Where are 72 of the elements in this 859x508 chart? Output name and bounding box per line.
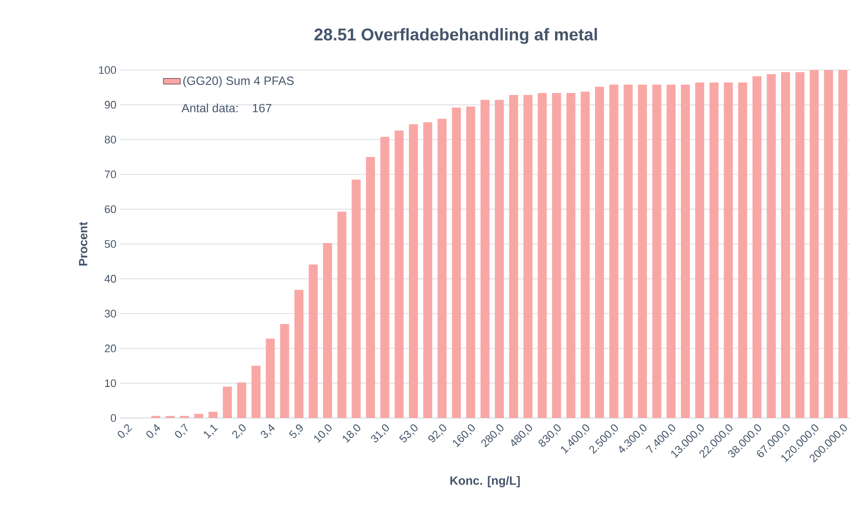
x-tick-label: 92,0 bbox=[428, 424, 446, 442]
y-tick-label: 30 bbox=[104, 310, 116, 318]
bar bbox=[752, 76, 762, 418]
bar bbox=[494, 100, 504, 418]
y-tick-label: 0 bbox=[110, 414, 116, 422]
bar bbox=[480, 100, 490, 418]
bar bbox=[824, 70, 834, 418]
chart-title: 28.51 Overfladebehandling af metal bbox=[314, 28, 597, 44]
x-tick-label: 1,1 bbox=[204, 424, 218, 439]
bar bbox=[208, 412, 218, 418]
x-tick-label: 53,0 bbox=[399, 424, 418, 442]
bar bbox=[466, 106, 476, 418]
bar bbox=[194, 414, 204, 418]
x-axis-title: Konc. [ng/L] bbox=[450, 476, 520, 488]
y-tick-label: 90 bbox=[104, 100, 116, 109]
y-tick-label: 10 bbox=[105, 379, 116, 388]
bar bbox=[352, 180, 361, 418]
annotation: Antal data: 167 bbox=[182, 104, 272, 112]
bar bbox=[638, 84, 647, 418]
y-tick-label: 20 bbox=[104, 344, 116, 352]
bar bbox=[766, 74, 776, 418]
y-tick-label: 50 bbox=[104, 240, 116, 248]
bar bbox=[438, 118, 447, 418]
bar bbox=[652, 84, 662, 418]
bar bbox=[595, 86, 604, 418]
bar bbox=[366, 156, 375, 418]
bar bbox=[552, 92, 562, 418]
x-tick-label: 5,9 bbox=[288, 424, 303, 438]
bar bbox=[795, 72, 804, 418]
bar bbox=[423, 122, 432, 418]
legend-label: (GG20) Sum 4 PFAS bbox=[183, 76, 294, 88]
y-tick-label: 100 bbox=[99, 66, 116, 74]
y-tick-label: 70 bbox=[104, 170, 116, 178]
bar bbox=[323, 242, 332, 418]
x-tick-label: 0,7 bbox=[175, 423, 188, 438]
bar bbox=[738, 82, 748, 418]
bar bbox=[452, 108, 461, 418]
bar bbox=[523, 95, 532, 418]
bar bbox=[580, 92, 590, 418]
bar bbox=[810, 70, 819, 418]
bar bbox=[408, 124, 418, 418]
x-tick-label: 2,0 bbox=[232, 424, 246, 439]
bar bbox=[710, 82, 719, 418]
x-tick-label: 0,2 bbox=[118, 424, 132, 438]
bar bbox=[394, 130, 404, 418]
y-tick-label: 80 bbox=[104, 136, 116, 144]
bar bbox=[280, 324, 290, 418]
bar bbox=[222, 386, 232, 418]
bar bbox=[538, 92, 547, 418]
x-tick-label: 31,0 bbox=[371, 424, 389, 442]
bar bbox=[724, 82, 733, 418]
bar bbox=[624, 84, 633, 418]
bar bbox=[666, 84, 676, 418]
y-tick-label: 60 bbox=[104, 205, 116, 214]
x-tick-label: 0,4 bbox=[146, 424, 160, 438]
bar bbox=[609, 84, 618, 418]
bar bbox=[781, 72, 790, 418]
bar bbox=[294, 290, 304, 418]
bar bbox=[566, 92, 576, 418]
bar bbox=[308, 264, 318, 418]
x-tick-label: 3,4 bbox=[260, 424, 275, 438]
bar bbox=[509, 95, 518, 418]
bar bbox=[838, 70, 848, 418]
bar bbox=[251, 366, 260, 418]
y-tick-label: 40 bbox=[104, 274, 116, 283]
bar bbox=[695, 82, 704, 418]
bar bbox=[237, 382, 246, 418]
bar bbox=[680, 84, 690, 418]
bar bbox=[380, 136, 390, 418]
bar bbox=[266, 338, 275, 418]
y-axis-title: Procent bbox=[79, 222, 88, 266]
bar bbox=[337, 212, 346, 418]
